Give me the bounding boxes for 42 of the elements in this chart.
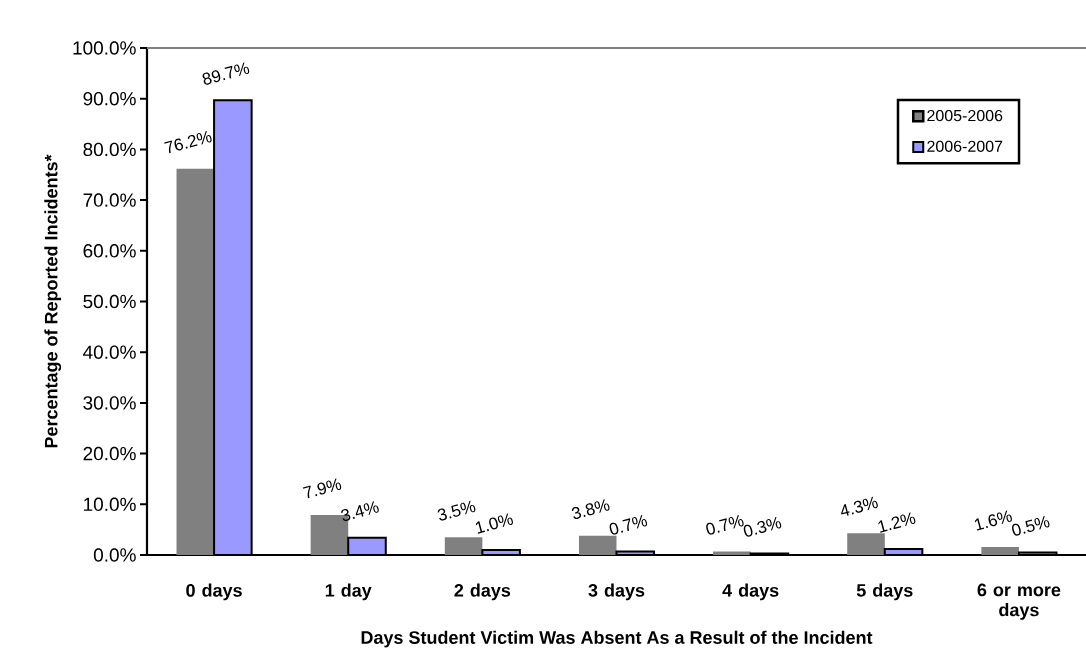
bar	[578, 535, 617, 555]
data-label: 3.5%	[437, 500, 476, 521]
data-label: 1.0%	[475, 513, 513, 534]
legend-label: 2005-2006	[927, 109, 1003, 122]
bar	[713, 551, 751, 555]
y-tick-label: 10.0%	[84, 497, 136, 512]
y-tick-label: 0.0%	[93, 548, 136, 562]
y-tick-label: 80.0%	[83, 142, 136, 157]
x-tick-label: 6 or more days	[977, 583, 1061, 620]
legend-label: 2006-2007	[927, 140, 1003, 152]
x-axis-title: Days Student Victim Was Absent As a Result of the Incident	[361, 630, 873, 648]
data-label: 89.7%	[202, 62, 250, 85]
data-label: 7.9%	[302, 478, 342, 499]
data-label: 3.4%	[341, 501, 379, 521]
y-tick-label: 90.0%	[83, 91, 136, 106]
data-label: 0.5%	[1012, 515, 1050, 536]
x-tick-label: 0 days	[186, 583, 242, 601]
x-tick-label: 2 days	[454, 583, 511, 601]
y-tick-label: 100.0%	[73, 41, 136, 55]
bar	[981, 546, 1019, 555]
y-axis-title: Percentage of Reported Incidents*	[44, 154, 62, 448]
data-label: 1.2%	[878, 512, 916, 533]
data-label: 1.6%	[974, 510, 1012, 531]
bar	[176, 168, 215, 555]
data-label: 0.7%	[706, 514, 744, 535]
data-label: 76.2%	[164, 130, 212, 154]
y-tick-label: 70.0%	[83, 193, 136, 207]
y-tick-label: 30.0%	[83, 396, 136, 410]
x-tick-label: 5 days	[856, 583, 913, 601]
x-tick-label: 3 days	[588, 583, 645, 601]
bar	[847, 533, 885, 555]
y-tick-label: 50.0%	[83, 294, 136, 309]
x-tick-label: 1 day	[325, 583, 372, 601]
bar	[444, 537, 483, 555]
data-label: 0.3%	[743, 516, 782, 537]
data-label: 4.3%	[841, 496, 878, 516]
y-tick-label: 60.0%	[83, 244, 136, 258]
y-tick-label: 40.0%	[83, 345, 136, 359]
data-label: 0.7%	[609, 514, 648, 535]
x-tick-label: 4 days	[722, 583, 779, 601]
y-tick-label: 20.0%	[83, 446, 136, 461]
data-label: 3.8%	[571, 499, 610, 519]
